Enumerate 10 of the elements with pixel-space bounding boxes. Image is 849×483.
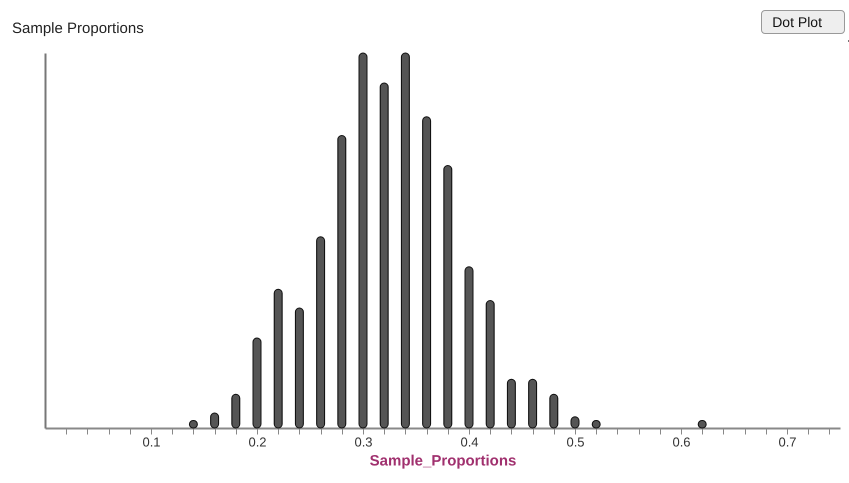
x-tick-label: 0.4 xyxy=(460,434,479,450)
x-tick-label: 0.3 xyxy=(354,434,373,450)
dropdown-menu: Dot Plot xyxy=(761,10,845,34)
x-tick-label: 0.5 xyxy=(566,434,585,450)
x-tick-label: 0.1 xyxy=(142,434,161,450)
x-tick-label: 0.6 xyxy=(672,434,691,450)
x-tick-label: 0.2 xyxy=(248,434,267,450)
x-axis-title: Sample_Proportions xyxy=(370,452,516,470)
chart-title: Sample Proportions xyxy=(12,20,144,37)
x-tick-label: 0.7 xyxy=(778,434,797,450)
